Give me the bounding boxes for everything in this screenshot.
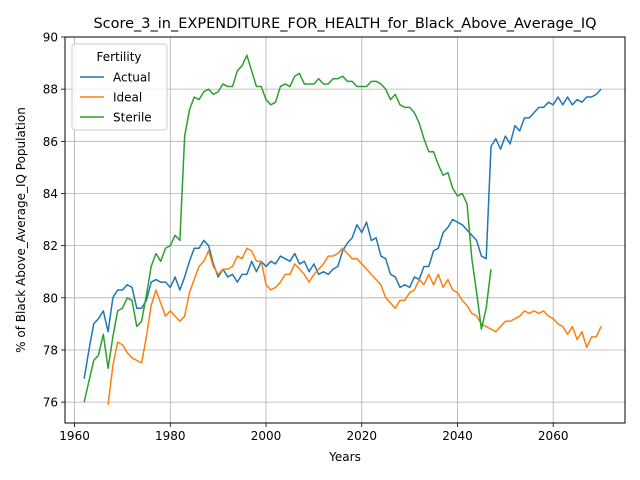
x-tick-label: 1960 <box>59 429 90 443</box>
series-line-sterile <box>83 54 492 403</box>
series-line-ideal <box>107 247 602 405</box>
y-tick-label: 76 <box>43 396 58 410</box>
plot-frame <box>64 36 626 424</box>
chart-title: Score_3_in_EXPENDITURE_FOR_HEALTH_for_Bl… <box>93 16 596 32</box>
series-line-actual <box>83 88 602 379</box>
legend: Fertility Actual Ideal Sterile <box>71 43 168 131</box>
legend-title: Fertility <box>96 50 141 64</box>
x-tick-label: 1980 <box>155 429 186 443</box>
y-axis-label: % of Black Above_Average_IQ Population <box>14 107 28 353</box>
x-tick-label: 2020 <box>346 429 377 443</box>
x-tick-label: 2060 <box>538 429 569 443</box>
axis-ticks: 1960 1980 2000 2020 2040 2060 76 78 80 82 84 86 88 90 <box>43 31 569 444</box>
y-tick-label: 90 <box>43 31 58 45</box>
legend-label-ideal: Ideal <box>113 91 142 105</box>
y-tick-label: 86 <box>43 135 58 149</box>
series-lines <box>83 54 602 405</box>
legend-box <box>71 43 168 131</box>
y-tick-label: 80 <box>43 291 58 305</box>
y-tick-label: 84 <box>43 187 58 201</box>
legend-label-actual: Actual <box>113 71 151 85</box>
x-tick-label: 2040 <box>442 429 473 443</box>
y-tick-label: 78 <box>43 343 58 357</box>
y-tick-label: 88 <box>43 83 58 97</box>
x-axis-label: Years <box>328 450 361 464</box>
legend-label-sterile: Sterile <box>113 111 152 125</box>
y-tick-label: 82 <box>43 239 58 253</box>
x-tick-label: 2000 <box>251 429 282 443</box>
